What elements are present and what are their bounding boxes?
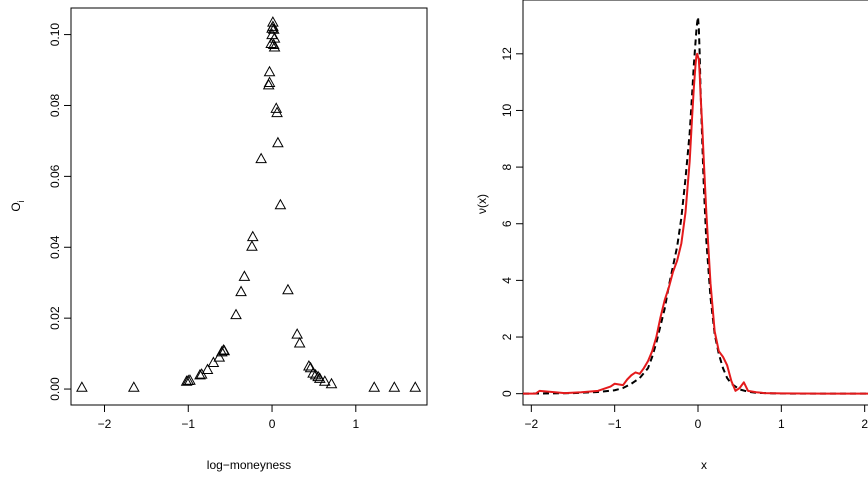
right-y-tick-label: 12 (500, 47, 514, 61)
scatter-point (246, 230, 259, 242)
scatter-point (267, 20, 279, 31)
scatter-point (309, 368, 322, 380)
right-y-tick-label: 0 (500, 390, 514, 397)
scatter-point (235, 285, 247, 297)
right-y-tick-label: 6 (500, 220, 514, 227)
scatter-point (271, 106, 283, 118)
left-y-tick-label: 0.08 (48, 93, 62, 117)
right-y-tick-label: 4 (500, 277, 514, 284)
scatter-point (215, 345, 228, 357)
left-x-tick-label: 1 (352, 417, 359, 431)
scatter-point (318, 375, 331, 386)
right-y-tick-label: 10 (500, 103, 514, 117)
left-x-tick-label: 0 (269, 417, 276, 431)
scatter-point (201, 363, 214, 375)
scatter-point (274, 198, 287, 210)
left-y-tick-label: 0.06 (48, 164, 62, 188)
left-y-tick-label: 0.04 (48, 235, 62, 259)
scatter-point (268, 32, 281, 43)
right-x-axis-label: x (701, 458, 707, 472)
right-density-lines (522, 15, 868, 395)
scatter-point (263, 76, 276, 87)
left-y-tick-label: 0.00 (48, 377, 62, 401)
scatter-point (272, 136, 284, 148)
scatter-point (76, 381, 88, 392)
left-x-tick-label: −1 (181, 417, 195, 431)
red-density-line (523, 52, 868, 395)
scatter-point (293, 336, 306, 348)
scatter-point (270, 102, 283, 113)
scatter-point (268, 40, 281, 52)
left-x-axis: −2 −1 0 1 (98, 404, 359, 431)
scatter-point (325, 377, 338, 389)
scatter-point (218, 344, 231, 356)
scatter-point (303, 359, 315, 371)
scatter-point (127, 381, 140, 392)
scatter-point (213, 351, 226, 362)
right-y-axis: 0 2 4 6 8 10 12 (500, 47, 524, 397)
right-y-tick-label: 8 (500, 163, 514, 170)
right-x-tick-label: 2 (861, 417, 868, 431)
left-y-axis-label-subscript: i (16, 200, 26, 202)
scatter-point (255, 152, 267, 164)
left-x-axis-label: log−moneyness (207, 458, 291, 472)
scatter-point (263, 65, 276, 77)
left-y-axis: 0.00 0.02 0.04 0.06 0.08 0.10 (48, 23, 72, 401)
dashed-density-line (522, 15, 868, 395)
left-y-axis-label-main: O (9, 202, 23, 211)
scatter-point (312, 370, 324, 382)
left-plot-frame (70, 7, 428, 406)
scatter-point (409, 381, 422, 392)
scatter-point (180, 375, 193, 386)
right-x-tick-label: −2 (524, 417, 538, 431)
right-x-tick-label: 1 (778, 417, 785, 431)
scatter-point (184, 374, 196, 385)
scatter-point (267, 23, 280, 34)
scatter-point (207, 356, 220, 367)
left-y-tick-label: 0.10 (48, 23, 62, 47)
left-scatter-points (76, 16, 422, 392)
right-y-axis-label: ν(x) (475, 194, 489, 214)
scatter-point (238, 270, 251, 281)
right-x-axis: −2 −1 0 1 2 (524, 404, 868, 431)
scatter-point (246, 240, 258, 251)
scatter-point (313, 372, 326, 383)
left-panel: −2 −1 0 1 0.00 0.02 0.04 0.06 0.08 0.10 log−mone… (9, 7, 428, 472)
right-y-tick-label: 2 (500, 333, 514, 340)
scatter-point (291, 328, 304, 339)
left-x-tick-label: −2 (98, 417, 112, 431)
scatter-point (282, 283, 294, 295)
right-x-tick-label: −1 (608, 417, 622, 431)
scatter-point (388, 381, 401, 392)
scatter-point (230, 308, 242, 320)
right-x-tick-label: 0 (695, 417, 702, 431)
left-y-axis-label: Oi (9, 200, 26, 211)
scatter-point (368, 381, 381, 392)
left-y-tick-label: 0.02 (48, 306, 62, 330)
scatter-point (307, 367, 319, 378)
scatter-point (194, 368, 206, 380)
